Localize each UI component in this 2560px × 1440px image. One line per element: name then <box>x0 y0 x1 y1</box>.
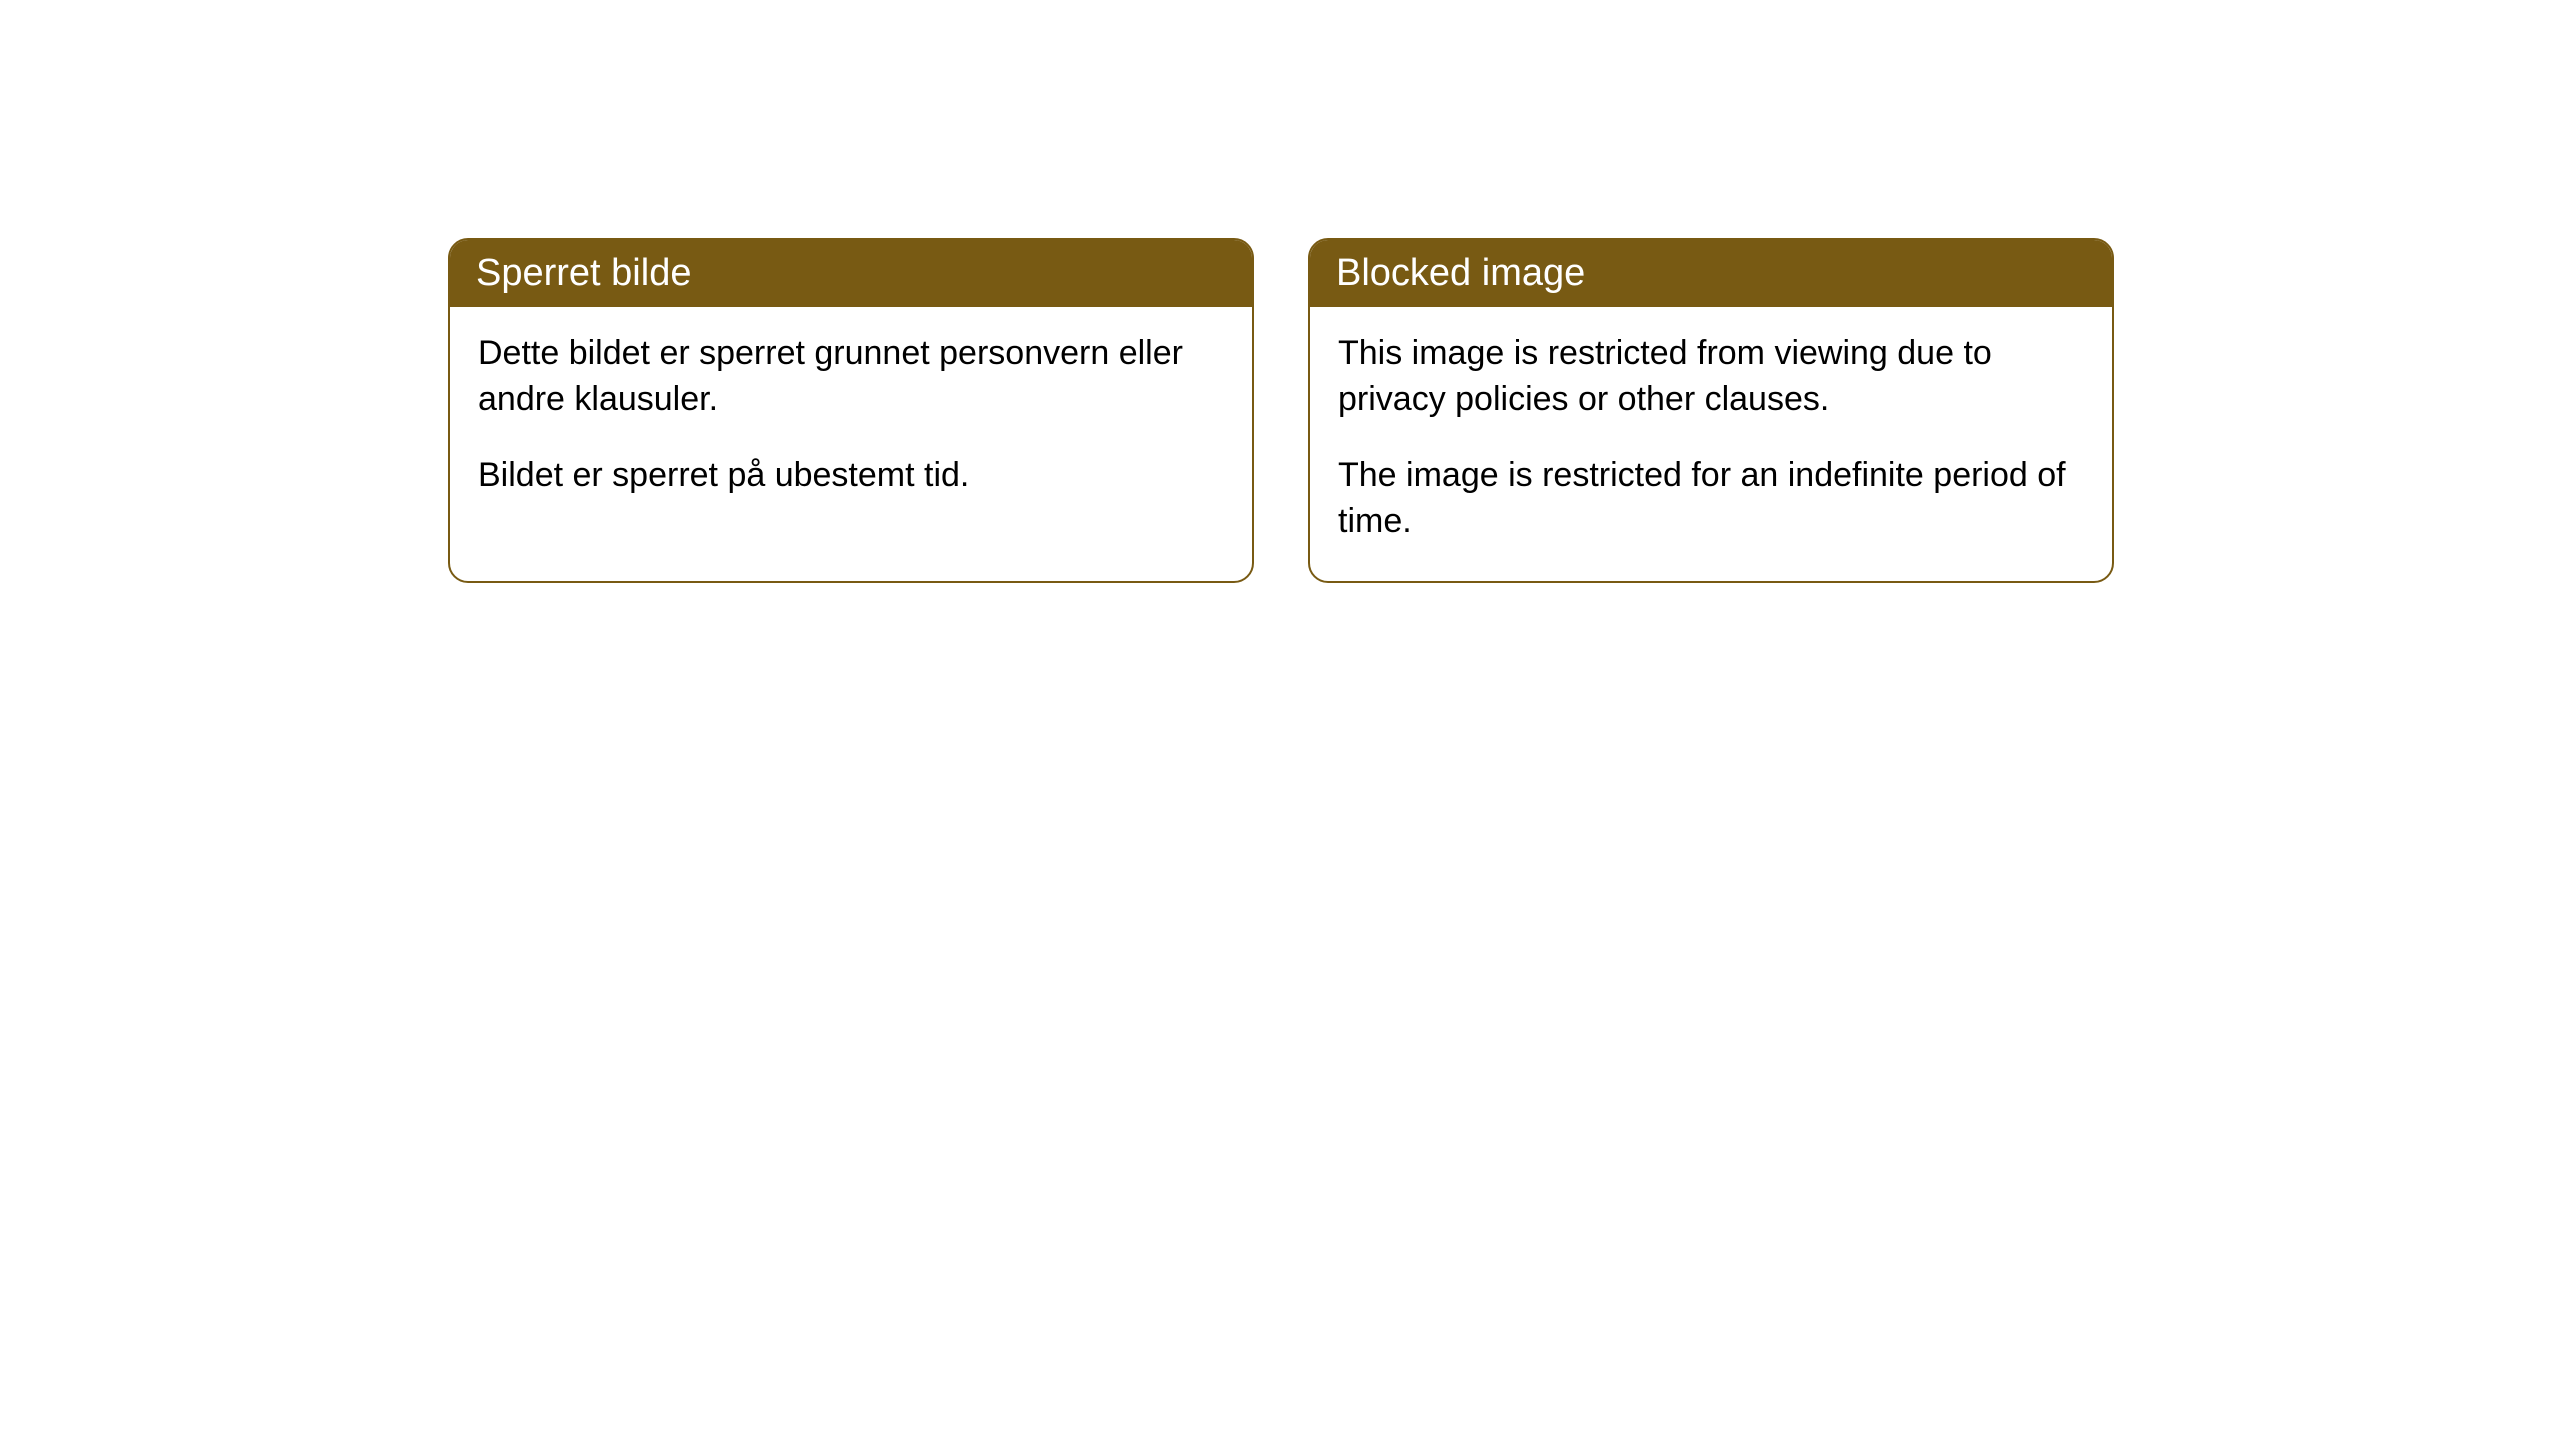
cards-container: Sperret bilde Dette bildet er sperret gr… <box>0 0 2560 583</box>
card-paragraph: Dette bildet er sperret grunnet personve… <box>478 331 1224 423</box>
card-body: Dette bildet er sperret grunnet personve… <box>450 307 1252 535</box>
card-header: Blocked image <box>1310 240 2112 307</box>
card-paragraph: This image is restricted from viewing du… <box>1338 331 2084 423</box>
card-paragraph: Bildet er sperret på ubestemt tid. <box>478 453 1224 499</box>
card-header: Sperret bilde <box>450 240 1252 307</box>
blocked-image-card-english: Blocked image This image is restricted f… <box>1308 238 2114 583</box>
card-paragraph: The image is restricted for an indefinit… <box>1338 453 2084 545</box>
card-body: This image is restricted from viewing du… <box>1310 307 2112 581</box>
blocked-image-card-norwegian: Sperret bilde Dette bildet er sperret gr… <box>448 238 1254 583</box>
